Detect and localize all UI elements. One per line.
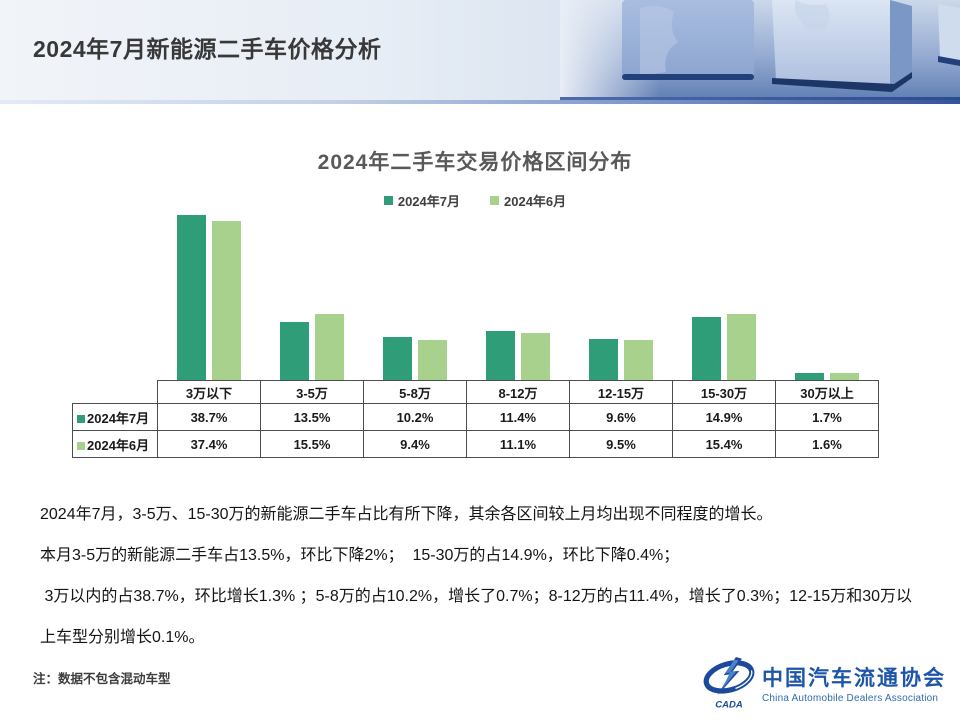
table-col-header: 8-12万 — [466, 380, 570, 404]
bar-15-30万-2024年6月 — [726, 314, 756, 380]
table-value-cell: 38.7% — [157, 403, 261, 431]
bar-8-12万-2024年6月 — [520, 332, 550, 380]
table-row: 2024年6月 37.4% 15.5% 9.4% 11.1% 9.5% 15.4% 1.6% — [72, 430, 879, 458]
table-col-header: 3-5万 — [260, 380, 364, 404]
table-value-cell: 15.4% — [672, 430, 776, 458]
plot-column — [157, 215, 260, 380]
analysis-paragraph-3: 3万以内的占38.7%，环比增长1.3% ；5-8万的占10.2%，增长了0.7… — [40, 588, 912, 646]
bar-30万以上-2024年7月 — [794, 372, 824, 380]
series-swatch-icon — [77, 414, 85, 423]
table-value-cell: 9.4% — [363, 430, 467, 458]
cada-logo-mark-icon: CADA — [703, 657, 755, 710]
header-divider-strip — [0, 100, 960, 104]
svg-text:CADA: CADA — [715, 699, 743, 710]
cada-logo-text: 中国汽车流通协会 China Automobile Dealers Associ… — [762, 662, 946, 704]
plot-column — [466, 215, 569, 380]
bar-12-15万-2024年6月 — [623, 339, 653, 380]
chart-legend: 2024年7月 2024年6月 — [72, 191, 878, 210]
analysis-text: 2024年7月，3-5万、15-30万的新能源二手车占比有所下降，其余各区间较上… — [40, 494, 924, 658]
plot-column — [672, 215, 775, 380]
chart-data-table: 3万以下 3-5万 5-8万 8-12万 12-15万 15-30万 30万以上 2024年7… — [72, 380, 879, 458]
bar-3-5万-2024年7月 — [279, 322, 309, 380]
bar-12-15万-2024年7月 — [588, 339, 618, 380]
bar-5-8万-2024年6月 — [417, 339, 447, 380]
legend-swatch-icon — [383, 196, 393, 205]
header-cubes-art — [560, 0, 960, 104]
footnote: 注：数据不包含混动车型 — [33, 672, 171, 686]
bar-chart-plot — [72, 215, 878, 380]
table-value-cell: 13.5% — [260, 403, 364, 431]
table-col-header: 3万以下 — [157, 380, 261, 404]
table-row-label: 2024年7月 — [72, 403, 158, 431]
plot-column — [363, 215, 466, 380]
table-col-header: 12-15万 — [569, 380, 673, 404]
bar-3万以下-2024年7月 — [176, 215, 206, 380]
table-value-cell: 11.4% — [466, 403, 570, 431]
table-value-cell: 1.6% — [775, 430, 879, 458]
plot-column — [775, 215, 878, 380]
table-value-cell: 37.4% — [157, 430, 261, 458]
page-title: 2024年7月新能源二手车价格分析 — [33, 36, 382, 62]
legend-label: 2024年7月 — [397, 194, 460, 209]
table-col-header: 5-8万 — [363, 380, 467, 404]
table-corner-blank — [73, 381, 158, 404]
legend-label: 2024年6月 — [504, 194, 567, 209]
header-banner: 2024年7月新能源二手车价格分析 — [0, 0, 960, 104]
table-row: 2024年7月 38.7% 13.5% 10.2% 11.4% 9.6% 14.9% 1.7% — [72, 403, 879, 431]
bar-15-30万-2024年7月 — [691, 316, 721, 380]
logo-name-cn: 中国汽车流通协会 — [762, 667, 946, 690]
table-value-cell: 1.7% — [775, 403, 879, 431]
table-value-cell: 15.5% — [260, 430, 364, 458]
table-col-header: 15-30万 — [672, 380, 776, 404]
bar-8-12万-2024年7月 — [485, 331, 515, 380]
bar-5-8万-2024年7月 — [382, 336, 412, 380]
legend-swatch-icon — [490, 196, 499, 205]
legend-item-1: 2024年6月 — [490, 191, 566, 210]
plot-column — [569, 215, 672, 380]
table-col-header: 30万以上 — [775, 380, 879, 404]
bar-3万以下-2024年6月 — [211, 220, 241, 380]
analysis-paragraph-1: 2024年7月，3-5万、15-30万的新能源二手车占比有所下降，其余各区间较上… — [40, 506, 773, 523]
table-value-cell: 14.9% — [672, 403, 776, 431]
analysis-paragraph-2: 本月3-5万的新能源二手车占13.5%，环比下降2%； 15-30万的占14.9… — [40, 547, 680, 564]
legend-item-0: 2024年7月 — [383, 191, 460, 210]
table-value-cell: 9.6% — [569, 403, 673, 431]
chart-title: 2024年二手车交易价格区间分布 — [317, 151, 633, 174]
table-value-cell: 10.2% — [363, 403, 467, 431]
table-row-label: 2024年6月 — [72, 430, 158, 458]
table-value-cell: 9.5% — [569, 430, 673, 458]
cada-logo: CADA 中国汽车流通协会 China Automobile Dealers A… — [703, 656, 946, 710]
table-value-cell: 11.1% — [466, 430, 570, 458]
bar-3-5万-2024年6月 — [314, 313, 344, 380]
series-swatch-icon — [77, 441, 85, 450]
logo-name-en: China Automobile Dealers Association — [762, 693, 939, 704]
plot-column — [260, 215, 363, 380]
bar-30万以上-2024年6月 — [829, 373, 859, 380]
